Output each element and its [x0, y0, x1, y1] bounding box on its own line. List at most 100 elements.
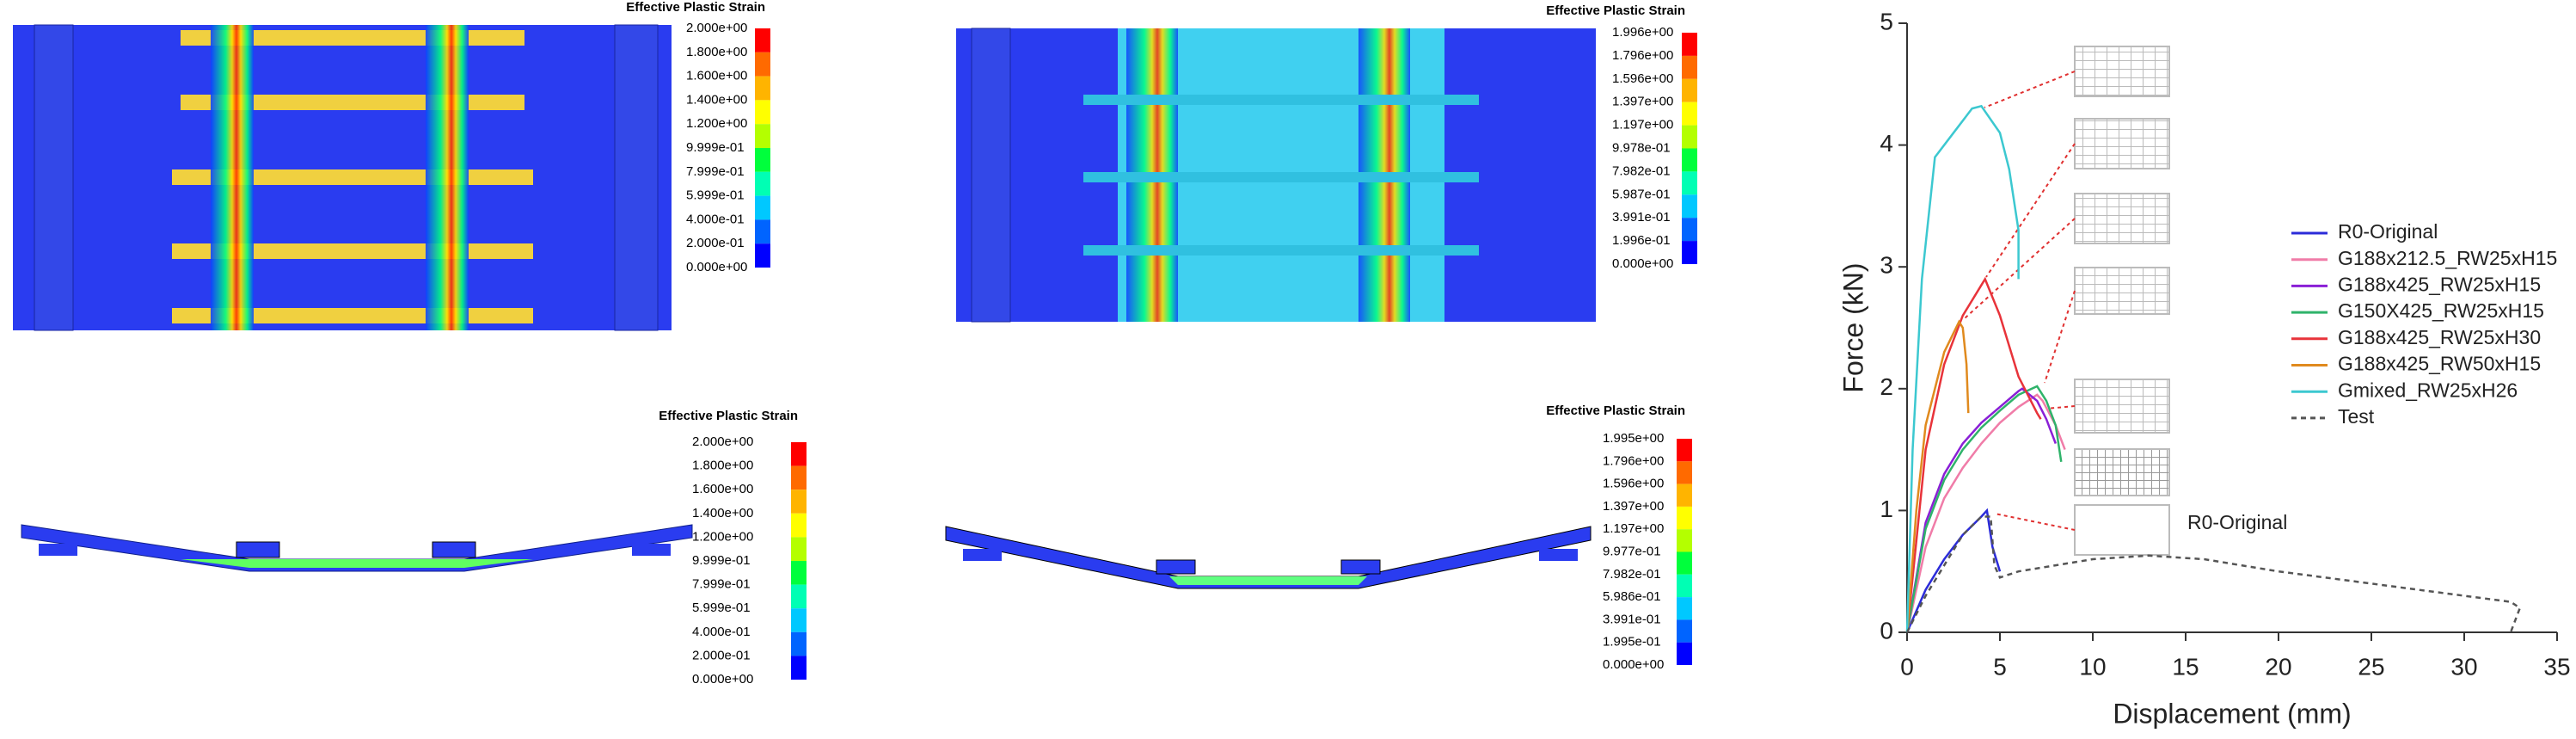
colorbar-label: 9.978e-01: [1612, 140, 1671, 155]
colorbar-label: 1.397e+00: [1603, 499, 1664, 514]
colorbar-label: 1.600e+00: [686, 69, 747, 83]
fe-plot: [945, 526, 1592, 589]
colorbar-swatch: [1677, 461, 1692, 484]
x-tick-label: 20: [2265, 653, 2291, 680]
x-tick-label: 0: [1900, 653, 1914, 680]
colorbar-swatch: [1677, 619, 1692, 643]
legend-label: Test: [2338, 405, 2375, 428]
x-tick-label: 30: [2450, 653, 2477, 680]
colorbar-label: 7.999e-01: [692, 577, 751, 592]
series-line: [1905, 387, 2057, 633]
colorbar-swatch: [791, 631, 807, 656]
colorbar-label: 7.982e-01: [1612, 163, 1671, 178]
colorbar-swatch: [791, 584, 807, 609]
colorbar-label: 9.977e-01: [1603, 544, 1661, 558]
colorbar-label: 1.995e+00: [1603, 431, 1664, 446]
colorbar-swatch: [1682, 33, 1697, 56]
colorbar-label: 1.197e+00: [1603, 521, 1664, 536]
legend-title: Effective Plastic Strain: [626, 0, 765, 15]
colorbar-label: 2.000e+00: [686, 21, 747, 35]
legend-label: R0-Original: [2338, 220, 2438, 243]
y-tick-label: 3: [1880, 252, 1893, 279]
colorbar-swatch: [755, 76, 770, 101]
colorbar-swatch: [1682, 125, 1697, 149]
colorbar-swatch: [791, 656, 807, 680]
colorbar-swatch: [791, 561, 807, 585]
legend-title: Effective Plastic Strain: [659, 409, 798, 423]
colorbar-label: 1.800e+00: [692, 459, 753, 473]
colorbar-swatch: [1682, 241, 1697, 264]
x-tick-label: 5: [1993, 653, 2007, 680]
series-line: [1905, 319, 1970, 633]
colorbar-swatch: [1677, 439, 1692, 462]
y-tick-label: 2: [1880, 373, 1893, 400]
series-line: [1905, 276, 2042, 633]
colorbar-swatch: [791, 513, 807, 538]
colorbar-label: 1.596e+00: [1612, 71, 1673, 86]
colorbar-swatch: [791, 490, 807, 514]
colorbar-label: 1.400e+00: [686, 92, 747, 107]
series-line: [1905, 104, 2020, 633]
colorbar-label: 4.000e-01: [692, 625, 751, 639]
colorbar-label: 7.999e-01: [686, 164, 745, 179]
colorbar-label: 0.000e+00: [1612, 256, 1673, 271]
colorbar-swatch: [1682, 55, 1697, 79]
colorbar-label: 7.982e-01: [1603, 567, 1661, 582]
colorbar-label: 2.000e+00: [692, 434, 753, 449]
colorbar-label: 1.400e+00: [692, 506, 753, 520]
colorbar-swatch: [1677, 597, 1692, 620]
colorbar-swatch: [791, 465, 807, 490]
fe-plot: [13, 24, 672, 331]
colorbar-swatch: [1682, 102, 1697, 126]
colorbar-swatch: [755, 148, 770, 172]
colorbar-label: 3.991e-01: [1612, 210, 1671, 225]
legend-label: G188x425_RW25xH30: [2338, 326, 2541, 348]
y-axis-label: Force (kN): [1837, 262, 1868, 392]
legend-label: Gmixed_RW25xH26: [2338, 379, 2518, 401]
series-line: [1905, 515, 2522, 633]
colorbar-label: 2.000e-01: [692, 648, 751, 662]
colorbar-swatch: [791, 537, 807, 561]
colorbar-label: 1.996e+00: [1612, 25, 1673, 40]
colorbar-swatch: [1677, 483, 1692, 507]
colorbar-label: 0.000e+00: [692, 672, 753, 687]
colorbar-swatch: [1677, 574, 1692, 598]
colorbar-swatch: [755, 124, 770, 148]
colorbar-label: 1.796e+00: [1603, 453, 1664, 468]
colorbar-swatch: [1677, 551, 1692, 575]
colorbar-label: 2.000e-01: [686, 236, 745, 250]
colorbar-label: 4.000e-01: [686, 212, 745, 226]
colorbar-swatch: [1682, 194, 1697, 219]
colorbar-swatch: [755, 52, 770, 77]
fe-plot: [956, 28, 1596, 323]
colorbar-label: 1.995e-01: [1603, 635, 1661, 650]
colorbar-label: 1.596e+00: [1603, 477, 1664, 491]
x-tick-label: 35: [2543, 653, 2570, 680]
specimen-icons: [2074, 46, 2170, 556]
colorbar-label: 1.800e+00: [686, 45, 747, 59]
y-tick-label: 5: [1880, 8, 1893, 34]
y-tick-label: 0: [1880, 617, 1893, 644]
colorbar-swatch: [1677, 506, 1692, 530]
series-line: [1905, 385, 2063, 633]
colorbar-label: 0.000e+00: [1603, 657, 1664, 672]
colorbar-label: 3.991e-01: [1603, 612, 1661, 626]
x-axis-label: Displacement (mm): [2113, 698, 2351, 729]
pointer-arrows: [1964, 71, 2076, 531]
legend-label: G188x425_RW50xH15: [2338, 353, 2541, 375]
colorbar-swatch: [755, 219, 770, 244]
colorbar-label: 5.999e-01: [692, 600, 751, 615]
colorbar-swatch: [755, 243, 770, 268]
colorbar-swatch: [755, 171, 770, 196]
colorbar-swatch: [1677, 642, 1692, 665]
colorbar-swatch: [755, 28, 770, 52]
legend-title: Effective Plastic Strain: [1546, 403, 1685, 418]
colorbar-label: 5.999e-01: [686, 188, 745, 203]
colorbar-label: 1.796e+00: [1612, 48, 1673, 63]
colorbar-swatch: [1682, 218, 1697, 242]
colorbar-swatch: [755, 100, 770, 125]
legend-title: Effective Plastic Strain: [1546, 3, 1685, 18]
colorbar-swatch: [1677, 529, 1692, 552]
legend-label: G150X425_RW25xH15: [2338, 299, 2544, 322]
